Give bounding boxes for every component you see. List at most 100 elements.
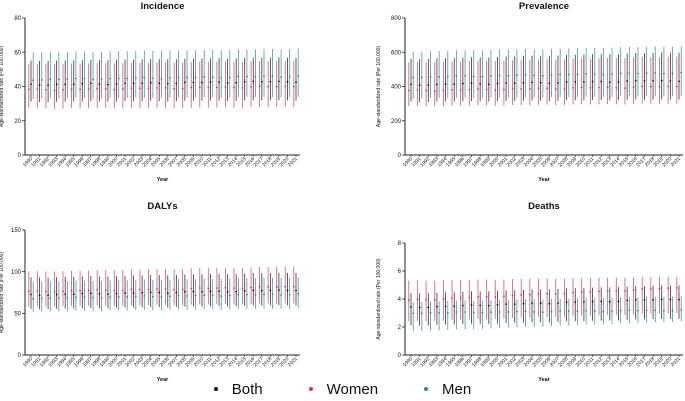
point-women (53, 89, 56, 92)
point-men (177, 294, 180, 297)
y-tick-label: 80 (14, 16, 21, 22)
point-women (451, 297, 453, 300)
point-both (243, 80, 246, 83)
point-both (98, 293, 101, 295)
point-men (169, 295, 171, 298)
x-axis-label: Year (157, 177, 169, 183)
point-women (615, 290, 618, 292)
y-axis-label: Age-standardized rate (Per 100,000) (0, 252, 5, 333)
point-women (241, 287, 244, 290)
point-men (66, 296, 69, 299)
point-men (455, 311, 458, 313)
point-men (576, 73, 579, 76)
point-both (295, 81, 297, 84)
point-women (87, 88, 90, 90)
point-men (663, 72, 665, 75)
point-both (30, 293, 32, 296)
y-tick-label: 150 (11, 228, 22, 234)
point-both (608, 81, 611, 84)
point-women (284, 285, 287, 288)
point-both (209, 81, 212, 84)
point-men (498, 311, 501, 313)
point-men (134, 77, 137, 79)
point-both (124, 292, 126, 294)
point-women (70, 289, 73, 292)
point-women (164, 287, 167, 290)
point-both (218, 81, 220, 84)
point-women (233, 86, 235, 89)
point-men (490, 74, 492, 77)
point-both (98, 83, 101, 86)
point-men (585, 72, 588, 75)
point-men (498, 74, 501, 77)
point-women (113, 289, 116, 292)
point-men (680, 309, 683, 311)
point-both (226, 290, 229, 293)
point-both (260, 80, 263, 83)
point-women (190, 287, 193, 290)
point-women (44, 89, 47, 91)
y-tick-label: 100 (11, 270, 22, 276)
point-men (109, 77, 112, 80)
point-both (626, 80, 629, 82)
legend-label-men: Men (442, 380, 472, 398)
point-women (477, 88, 479, 90)
point-women (494, 296, 497, 298)
point-men (671, 72, 674, 75)
point-women (546, 87, 549, 90)
point-women (258, 285, 261, 288)
x-axis-label: Year (538, 177, 550, 183)
point-women (477, 295, 479, 298)
point-men (645, 72, 648, 74)
point-men (455, 74, 458, 77)
point-women (528, 87, 531, 90)
point-women (156, 287, 158, 290)
point-men (177, 76, 180, 79)
point-both (591, 80, 594, 83)
point-men (75, 77, 77, 80)
point-both (183, 290, 186, 293)
y-tick-label: 6 (398, 269, 402, 275)
point-women (53, 290, 56, 293)
point-men (533, 74, 536, 77)
point-both (38, 84, 41, 87)
point-women (468, 88, 471, 91)
point-men (654, 72, 657, 74)
point-both (175, 82, 178, 85)
point-men (254, 293, 257, 296)
point-women (215, 287, 218, 289)
point-women (121, 88, 124, 91)
y-tick-label: 200 (391, 119, 402, 125)
point-women (198, 287, 201, 289)
point-men (516, 310, 518, 313)
point-women (292, 285, 295, 288)
y-tick-label: 2 (398, 325, 402, 331)
point-both (548, 82, 551, 85)
point-women (87, 289, 90, 292)
point-women (502, 88, 505, 91)
point-men (263, 75, 265, 78)
point-both (286, 80, 289, 83)
point-women (485, 88, 488, 91)
point-women (520, 87, 523, 90)
point-both (418, 306, 421, 309)
point-women (520, 294, 523, 296)
point-both (81, 82, 84, 85)
point-men (680, 71, 683, 74)
point-women (416, 89, 419, 91)
point-women (615, 86, 618, 89)
point-men (160, 77, 163, 80)
point-women (147, 288, 150, 291)
point-men (75, 296, 77, 299)
point-both (660, 298, 663, 301)
chart-title: Incidence (141, 1, 185, 12)
chart-title: Deaths (528, 201, 560, 212)
chart-panel-prevalence: Prevalence 0 200 400 600 800 Age-standardized … (376, 1, 683, 183)
chart-panel-incidence: Incidence 0 20 40 60 80 Age-standardized rate … (0, 1, 300, 183)
point-women (468, 296, 471, 299)
y-tick-label: 600 (391, 50, 402, 56)
point-both (565, 301, 568, 304)
point-women (198, 86, 201, 89)
point-men (593, 310, 596, 312)
point-men (83, 77, 86, 80)
